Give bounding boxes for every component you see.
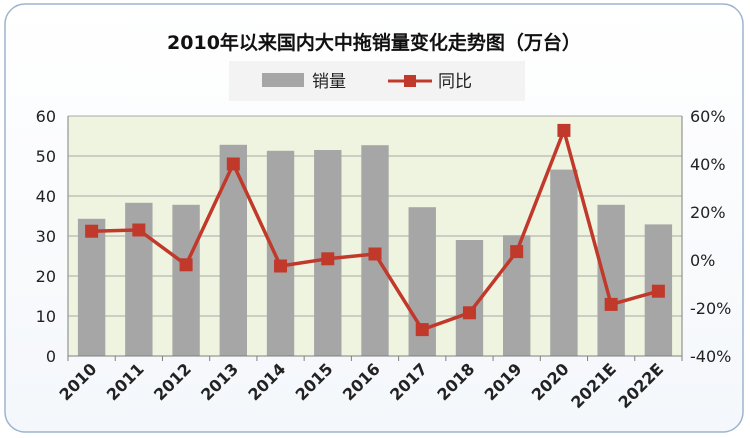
bar [172,204,200,356]
chart-frame: 2010年以来国内大中拖销量变化走势图（万台） 销量 同比 0 10 20 30 40 5… [4,3,744,433]
y-right-tick-label: 40% [690,155,726,174]
y-right-tick-label: 20% [690,203,726,222]
y-right-tick-label: -20% [690,299,731,318]
line-point [226,157,240,171]
legend-bar-label: 销量 [312,72,346,92]
line-point [651,284,665,298]
y-right-tick-label: -40% [690,347,731,366]
y-left-tick-label: 30 [36,227,56,246]
line-point [462,306,476,320]
chart-svg: 2010年以来国内大中拖销量变化走势图（万台） 销量 同比 0 10 20 30 40 5… [4,3,744,433]
bar [77,218,106,356]
bar [266,150,295,356]
line-point [510,245,524,259]
line-point [321,252,335,266]
line-point [179,258,193,272]
line-point [132,223,146,237]
y-left-tick-label: 20 [36,267,56,286]
line-point [85,224,99,238]
bar [455,240,484,356]
line-point [274,259,288,273]
line-point [368,247,382,261]
legend: 销量 同比 [229,61,525,101]
bar [550,169,578,356]
y-left-tick-label: 10 [36,307,56,326]
bar [597,204,625,356]
bar [219,144,248,356]
legend-line-label: 同比 [438,72,472,92]
y-right-tick-label: 0% [690,251,715,270]
legend-bar-swatch [262,73,304,87]
line-point [604,297,618,311]
y-left-tick-label: 60 [36,107,56,126]
y-right-tick-label: 60% [690,107,726,126]
line-point [557,123,571,137]
line-point [415,323,429,337]
y-left-tick-label: 0 [46,347,56,366]
y-left-tick-label: 40 [36,187,56,206]
y-left-tick-label: 50 [36,147,56,166]
chart-title: 2010年以来国内大中拖销量变化走势图（万台） [167,31,581,54]
legend-line-marker [404,75,416,87]
